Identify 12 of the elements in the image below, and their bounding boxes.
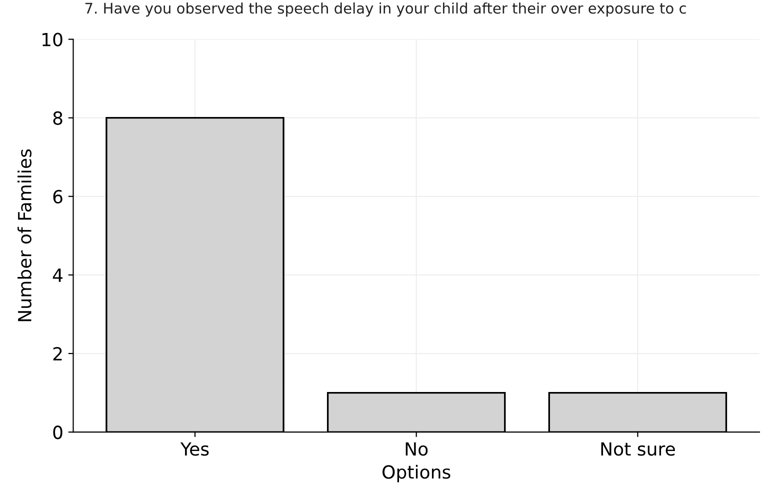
x-axis-title: Options (382, 464, 450, 482)
y-tick-label: 8 (53, 111, 62, 125)
x-tick-label: Yes (180, 442, 209, 456)
x-tick-label: No (406, 442, 428, 456)
y-tick-label: 10 (42, 32, 62, 46)
y-axis-title: Number of Families (18, 149, 32, 322)
chart-title: 7. Have you observed the speech delay in your child after their over exposure to c (85, 2, 686, 17)
y-tick-label: 2 (53, 346, 62, 360)
y-tick-label: 0 (53, 426, 62, 440)
x-tick-label: Not sure (601, 442, 675, 456)
y-tick-label: 4 (52, 268, 63, 282)
y-tick-label: 6 (53, 190, 62, 204)
